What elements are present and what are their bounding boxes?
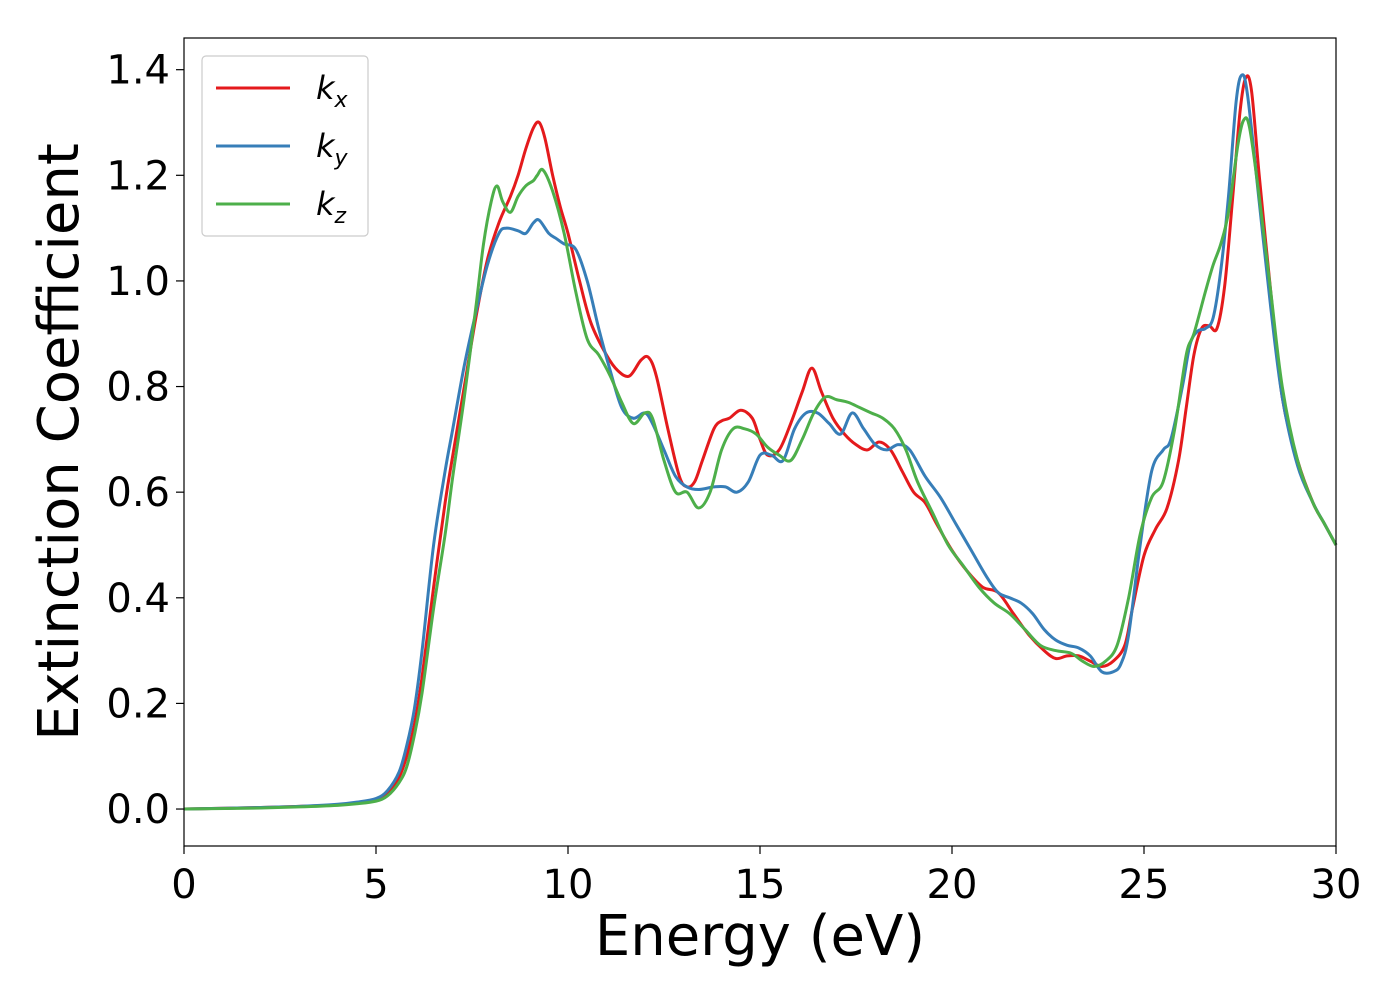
x-axis-label: Energy (eV) [595,904,925,969]
y-tick-label: 0.8 [106,365,170,411]
x-tick-label: 20 [927,862,978,908]
y-tick-label: 0.0 [106,787,170,833]
y-axis-ticks: 0.0 0.2 0.4 0.6 0.8 1.0 1.2 1.4 [106,48,184,833]
y-tick-label: 1.4 [106,48,170,94]
y-tick-label: 1.0 [106,259,170,305]
y-tick-label: 0.6 [106,470,170,516]
legend-label-kz: kz [316,185,347,229]
x-tick-label: 10 [543,862,594,908]
x-axis-ticks: 0 5 10 15 20 25 30 [171,846,1361,908]
y-tick-label: 0.2 [106,681,170,727]
y-axis-label: Extinction Coefficient [27,143,92,741]
series-layer [183,73,1338,811]
y-tick-label: 0.4 [106,576,170,622]
plot-frame [183,37,1337,847]
x-tick-label: 25 [1119,862,1170,908]
legend: kx ky kz [201,55,369,237]
x-tick-label: 15 [735,862,786,908]
legend-label-ky: ky [316,127,349,171]
y-tick-label: 1.2 [106,153,170,199]
legend-label-kx: kx [316,69,349,113]
series-line-kz [183,116,1338,811]
x-tick-label: 30 [1311,862,1362,908]
x-tick-label: 0 [171,862,196,908]
x-tick-label: 5 [363,862,388,908]
